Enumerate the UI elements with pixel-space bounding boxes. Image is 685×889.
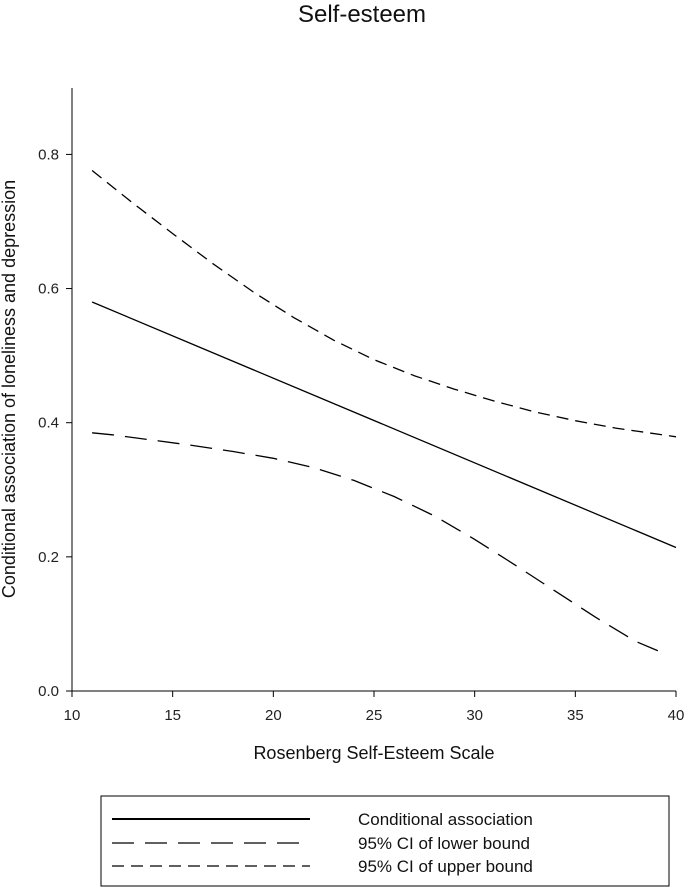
- chart-title: Self-esteem: [298, 1, 426, 28]
- x-tick-label: 15: [164, 707, 181, 724]
- legend: Conditional association 95% CI of lower b…: [112, 810, 533, 876]
- y-tick-label: 0.4: [38, 415, 59, 432]
- x-ticks: 10 15 20 25 30 35 40: [64, 691, 685, 724]
- y-tick-label: 0.2: [38, 549, 59, 566]
- series-line-1: [91, 301, 677, 549]
- x-tick-label: 25: [366, 707, 383, 724]
- legend-label-3: 95% CI of upper bound: [358, 857, 533, 876]
- series-line-2: [92, 432, 667, 655]
- legend-label-2: 95% CI of lower bound: [358, 834, 530, 853]
- x-tick-label: 35: [567, 707, 584, 724]
- x-tick-label: 10: [64, 707, 81, 724]
- y-ticks: 0.0 0.2 0.4 0.6 0.8: [38, 146, 72, 700]
- y-axis-title: Conditional association of loneliness an…: [0, 180, 19, 598]
- series-line-3: [91, 169, 677, 438]
- x-axis-title: Rosenberg Self-Esteem Scale: [253, 743, 494, 763]
- legend-box: [100, 795, 670, 887]
- y-tick-label: 0.6: [38, 281, 59, 298]
- x-tick-label: 30: [466, 707, 483, 724]
- legend-label-1: Conditional association: [358, 810, 533, 829]
- x-tick-label: 20: [265, 707, 282, 724]
- series-lines: [91, 169, 677, 655]
- x-tick-label: 40: [668, 707, 685, 724]
- y-tick-label: 0.0: [38, 683, 59, 700]
- y-tick-label: 0.8: [38, 146, 59, 163]
